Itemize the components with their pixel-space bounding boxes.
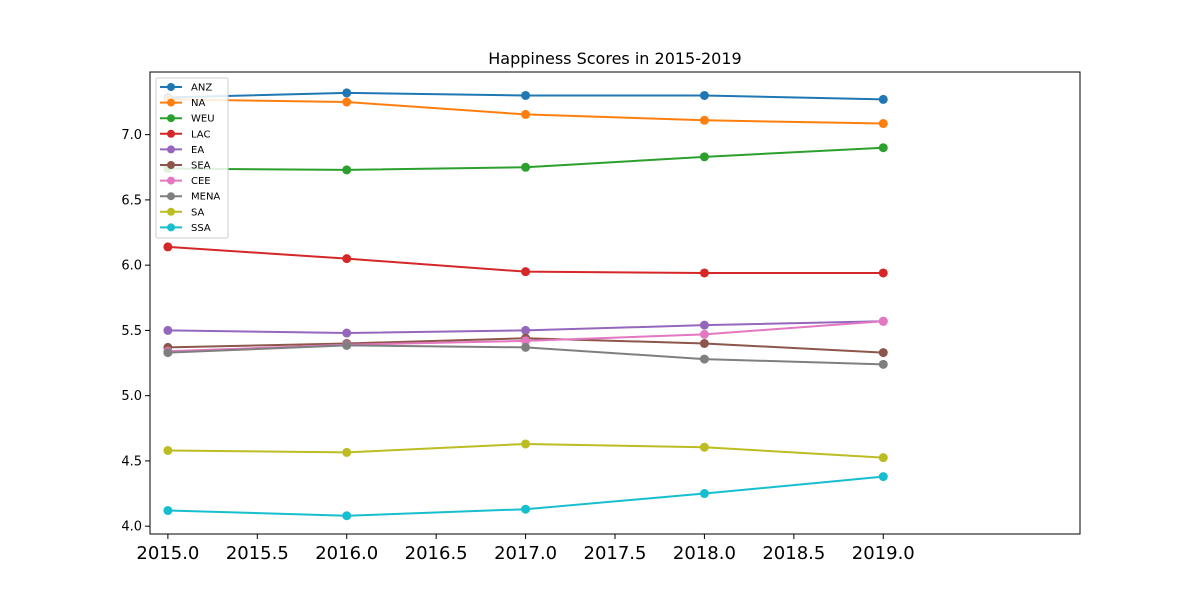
- data-point: [521, 342, 531, 352]
- data-point: [521, 109, 531, 119]
- data-point: [163, 348, 173, 358]
- legend-label: SEA: [191, 161, 211, 172]
- legend-item: SA: [160, 207, 205, 218]
- data-point: [699, 442, 709, 452]
- y-tick-label: 6.5: [121, 193, 142, 208]
- y-tick-label: 4.5: [121, 454, 142, 469]
- legend-marker: [167, 161, 175, 169]
- data-point: [163, 506, 173, 516]
- data-point: [521, 325, 531, 335]
- data-point: [699, 268, 709, 278]
- data-point: [521, 267, 531, 277]
- data-point: [342, 97, 352, 107]
- legend-marker: [167, 207, 175, 216]
- x-tick-label: 2015.0: [136, 543, 199, 564]
- legend-item: CEE: [160, 176, 211, 187]
- data-point: [699, 320, 709, 330]
- x-axis: 2015.0 2015.5 2016.0 2016.5 2017.0 2017.5 2018…: [136, 534, 915, 564]
- series-mena: [163, 340, 888, 369]
- legend-label: WEU: [191, 114, 215, 125]
- legend-marker: [167, 176, 175, 185]
- legend-item: EA: [160, 145, 204, 156]
- legend-label: SSA: [191, 223, 211, 234]
- y-tick-label: 7.0: [121, 128, 142, 143]
- data-point: [521, 439, 531, 449]
- data-point: [163, 445, 173, 455]
- y-tick-label: 5.5: [121, 324, 142, 339]
- x-tick-label: 2016.0: [315, 543, 378, 564]
- x-tick-label: 2018.0: [673, 543, 736, 564]
- data-point: [342, 254, 352, 264]
- data-point: [342, 340, 352, 350]
- legend-marker: [167, 83, 175, 91]
- data-point: [342, 328, 352, 338]
- data-point: [878, 348, 888, 358]
- legend-item: SSA: [160, 223, 211, 234]
- data-point: [342, 511, 352, 521]
- legend-item: MENA: [160, 192, 220, 203]
- data-point: [878, 268, 888, 278]
- data-point: [163, 325, 173, 335]
- x-tick-label: 2017.0: [494, 543, 557, 564]
- chart-title: Happiness Scores in 2015-2019: [488, 49, 741, 68]
- data-point: [699, 152, 709, 162]
- legend-item: NA: [160, 98, 205, 109]
- data-point: [878, 316, 888, 326]
- legend-label: LAC: [191, 129, 210, 140]
- legend-label: ANZ: [191, 83, 212, 94]
- data-point: [521, 90, 531, 100]
- data-point: [699, 489, 709, 499]
- data-point: [699, 90, 709, 100]
- legend-item: WEU: [160, 114, 215, 125]
- data-point: [878, 143, 888, 153]
- y-tick-label: 6.0: [121, 259, 142, 274]
- data-point: [699, 338, 709, 348]
- data-point: [521, 162, 531, 172]
- data-point: [878, 359, 888, 369]
- legend-label: CEE: [191, 176, 211, 187]
- x-tick-label: 2015.5: [226, 543, 289, 564]
- legend-marker: [167, 223, 175, 232]
- legend-item: LAC: [160, 129, 210, 140]
- legend-label: SA: [191, 207, 205, 218]
- legend-marker: [167, 114, 175, 123]
- data-point: [521, 336, 531, 346]
- legend-label: MENA: [191, 192, 220, 203]
- legend-label: NA: [191, 98, 205, 109]
- data-point: [163, 242, 173, 252]
- data-point: [699, 115, 709, 125]
- legend-item: ANZ: [160, 83, 212, 94]
- legend-marker: [167, 145, 175, 154]
- x-tick-label: 2019.0: [852, 543, 915, 564]
- series-ssa: [163, 472, 888, 521]
- data-point: [878, 453, 888, 463]
- x-tick-label: 2017.5: [584, 543, 647, 564]
- data-point: [699, 329, 709, 339]
- y-tick-label: 5.0: [121, 389, 142, 404]
- y-tick-label: 4.0: [121, 520, 142, 535]
- legend-marker: [167, 129, 175, 138]
- data-point: [521, 504, 531, 514]
- y-axis: 4.0 4.5 5.0 5.5 6.0 6.5 7.0: [121, 128, 150, 535]
- legend-label: EA: [191, 145, 204, 156]
- x-tick-label: 2018.5: [762, 543, 825, 564]
- legend: ANZ NA WEU LAC EA SEA CEE MENA SA SSA: [155, 77, 229, 239]
- data-point: [342, 165, 352, 175]
- data-point: [878, 119, 888, 129]
- data-point: [878, 472, 888, 482]
- legend-marker: [167, 192, 175, 201]
- legend-marker: [167, 98, 175, 107]
- data-point: [342, 447, 352, 457]
- data-point: [342, 88, 352, 98]
- series-sa: [163, 439, 888, 463]
- data-point: [878, 94, 888, 104]
- x-tick-label: 2016.5: [405, 543, 468, 564]
- series-lac: [163, 242, 888, 278]
- legend-item: SEA: [160, 161, 211, 172]
- data-point: [699, 354, 709, 364]
